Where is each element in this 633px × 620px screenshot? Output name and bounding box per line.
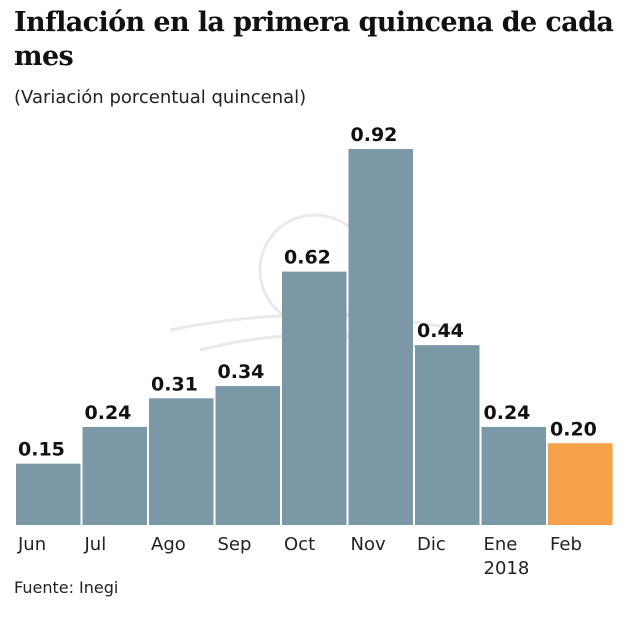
data-label: 0.24 xyxy=(484,402,531,424)
chart-title: Inflación en la primera quincena de cada… xyxy=(14,7,614,72)
x-tick-label: Jul xyxy=(84,534,107,555)
x-tick-label: Jun xyxy=(17,534,46,555)
bar-jun xyxy=(16,463,81,525)
data-label: 0.92 xyxy=(351,124,398,146)
x-tick-label: 2018 xyxy=(484,558,530,579)
chart-subtitle: (Variación porcentual quincenal) xyxy=(14,87,307,108)
x-tick-label: Nov xyxy=(351,534,386,555)
bar-nov xyxy=(348,149,413,525)
source-note: Fuente: Inegi xyxy=(14,578,119,597)
bar-jul xyxy=(82,426,147,525)
bar-feb xyxy=(548,443,613,525)
data-label: 0.44 xyxy=(417,320,464,342)
x-tick-label: Dic xyxy=(417,534,446,555)
data-label: 0.62 xyxy=(284,247,331,269)
bar-sep xyxy=(215,386,280,525)
bar-dic xyxy=(415,345,480,525)
x-tick-label: Feb xyxy=(550,534,582,555)
x-tick-label: Ago xyxy=(151,534,186,555)
x-tick-label: Ene xyxy=(484,534,518,555)
data-label: 0.15 xyxy=(18,439,65,461)
data-label: 0.24 xyxy=(85,402,132,424)
x-tick-label: Sep xyxy=(218,534,252,555)
data-label: 0.34 xyxy=(218,361,265,383)
bar-ago xyxy=(149,398,214,525)
bar-ene xyxy=(481,426,546,525)
data-label: 0.20 xyxy=(550,418,597,440)
data-label: 0.31 xyxy=(151,373,198,395)
x-tick-label: Oct xyxy=(284,534,315,555)
bar-oct xyxy=(282,271,347,525)
